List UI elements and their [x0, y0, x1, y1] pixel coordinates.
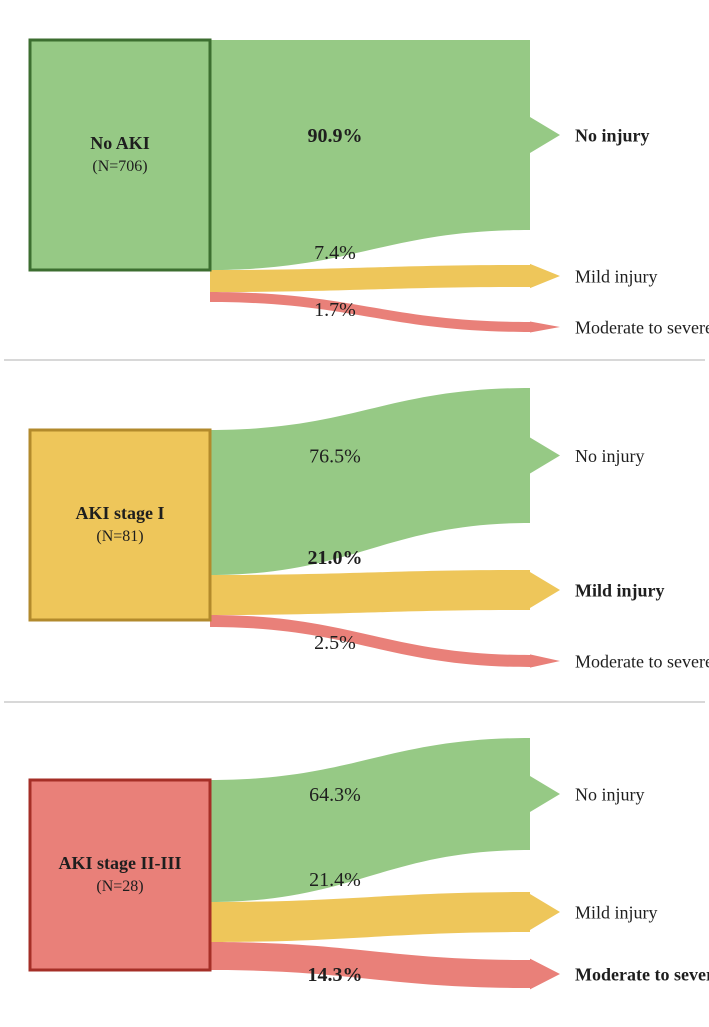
pct-label-2-0: 64.3% — [309, 784, 361, 806]
outcome-label-1-0: No injury — [575, 446, 645, 466]
flow-0-2 — [210, 292, 560, 333]
source-box-1 — [30, 430, 210, 620]
source-sub-1: (N=81) — [96, 528, 143, 545]
pct-label-1-1: 21.0% — [308, 547, 363, 569]
source-title-2: AKI stage II-III — [58, 853, 181, 873]
pct-label-0-0: 90.9% — [308, 125, 363, 147]
flow-1-0 — [210, 388, 560, 575]
source-box-2 — [30, 780, 210, 970]
outcome-label-1-1: Mild injury — [575, 580, 665, 600]
pct-label-2-1: 21.4% — [309, 869, 361, 891]
outcome-label-0-2: Moderate to severe injury — [575, 317, 709, 337]
outcome-label-2-1: Mild injury — [575, 902, 658, 922]
outcome-label-0-0: No injury — [575, 125, 650, 145]
outcome-label-0-1: Mild injury — [575, 266, 658, 286]
flow-0-0 — [210, 40, 560, 270]
source-sub-2: (N=28) — [96, 878, 143, 895]
flow-2-0 — [210, 738, 560, 902]
outcome-label-1-2: Moderate to severe injury — [575, 651, 709, 671]
source-sub-0: (N=706) — [92, 158, 147, 175]
outcome-label-2-0: No injury — [575, 784, 645, 804]
source-title-0: No AKI — [90, 133, 150, 153]
flow-1-2 — [210, 615, 560, 668]
flow-2-1 — [210, 892, 560, 942]
outcome-label-2-2: Moderate to severe injury — [575, 964, 709, 984]
pct-label-2-2: 14.3% — [308, 964, 363, 986]
source-title-1: AKI stage I — [76, 503, 165, 523]
source-box-0 — [30, 40, 210, 270]
pct-label-0-2: 1.7% — [314, 299, 356, 321]
flow-1-1 — [210, 570, 560, 615]
flow-0-1 — [210, 264, 560, 292]
pct-label-0-1: 7.4% — [314, 242, 356, 264]
flow-2-2 — [210, 942, 560, 989]
sankey-diagram: 90.9% No injury 7.4% Mild injury 1.7% Moderat… — [0, 0, 709, 1027]
pct-label-1-2: 2.5% — [314, 632, 356, 654]
pct-label-1-0: 76.5% — [309, 446, 361, 468]
